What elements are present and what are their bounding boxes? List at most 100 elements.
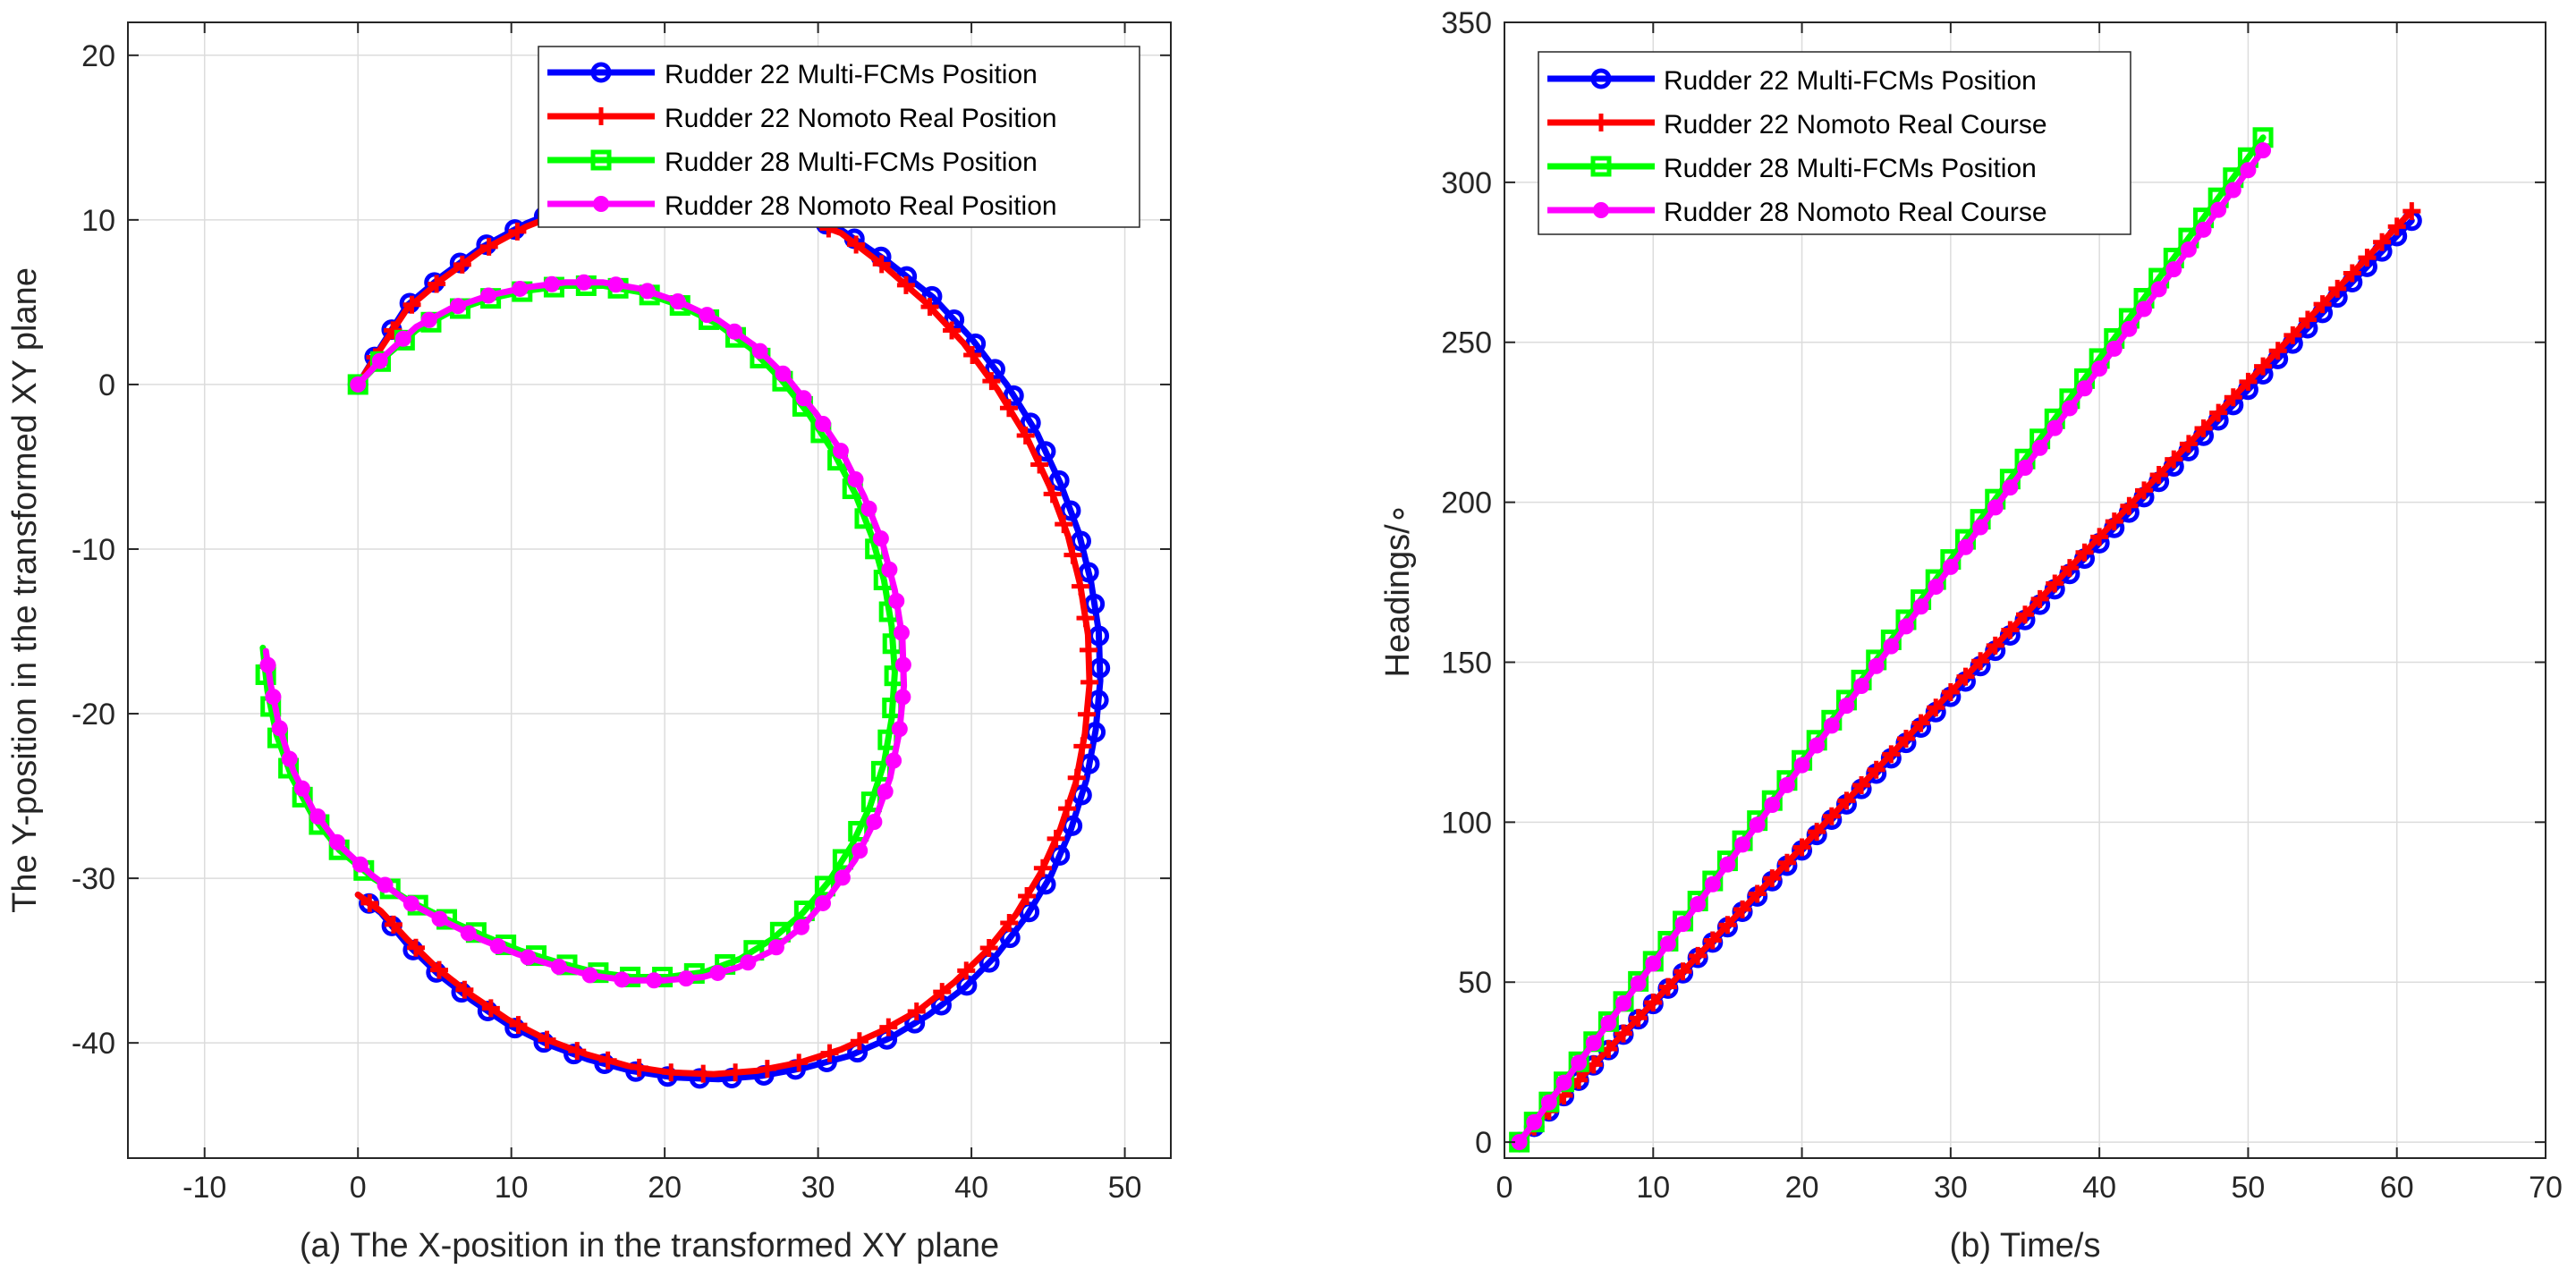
chart-a-series-1-marker-45	[933, 983, 952, 1002]
chart-a-series-1-marker-27	[1030, 455, 1049, 474]
chart-a-series-3-marker-49	[352, 856, 369, 873]
chart-a-series-3-marker-50	[328, 833, 345, 850]
chart-b-series-1-marker-9	[1644, 993, 1663, 1011]
chart-b-series-1-marker-22	[1837, 791, 1856, 810]
chart-a-series-1-marker-23	[963, 346, 982, 365]
chart-a-series-0-marker-25	[1003, 385, 1024, 406]
chart-a-series-1-marker-36	[1073, 737, 1092, 756]
chart-b-frame	[1504, 21, 2546, 1159]
chart-b-ytick-label-5: 250	[1441, 326, 1492, 360]
chart-b-series-3-marker-21	[1823, 717, 1840, 734]
chart-a-series-1-marker-3	[402, 295, 421, 314]
chart-b-ytick-label-1: 50	[1458, 966, 1492, 1000]
chart-a-xtick-label-5: 40	[954, 1171, 988, 1205]
chart-b-series-3-marker-25	[1883, 638, 1900, 655]
chart-b-legend-marker-3	[1593, 202, 1609, 218]
chart-a-series-1-marker-55	[630, 1058, 648, 1077]
chart-b-series-1-marker-45	[2179, 435, 2198, 453]
chart-a-series-1-marker-44	[957, 961, 976, 980]
chart-b-series-1-marker-26	[1896, 729, 1915, 748]
chart-b-series-3-marker-36	[2046, 419, 2063, 436]
chart-b-xtick-label-5: 50	[2232, 1171, 2266, 1205]
chart-a-series-3-marker-31	[852, 842, 869, 859]
chart-a-legend-marker-3	[593, 196, 609, 212]
chart-b-series-1-marker-43	[2149, 466, 2168, 485]
chart-a-legend-marker-0	[590, 62, 612, 83]
chart-b-series-3-marker-17	[1764, 797, 1781, 814]
chart-a-xtick-label-1: 0	[350, 1171, 367, 1205]
chart-b-legend-marker-1	[1592, 114, 1610, 131]
chart-a-series-1-marker-30	[1063, 546, 1082, 564]
chart-b-series-1-marker-24	[1867, 760, 1885, 779]
chart-b-series-3-marker-24	[1868, 657, 1885, 674]
chart-b-series-1-marker-48	[2224, 388, 2242, 407]
chart-b-ytick-label-4: 200	[1441, 486, 1492, 520]
chart-a-frame	[127, 21, 1172, 1159]
chart-a-xtick-label-4: 30	[801, 1171, 835, 1205]
chart-b-series-3-marker-48	[2224, 182, 2241, 199]
chart-b-series-1-marker-7	[1614, 1024, 1633, 1043]
chart-a-legend-label-3: Rudder 28 Nomoto Real Position	[665, 191, 1057, 221]
chart-a-series-1-marker-41	[1018, 886, 1037, 905]
chart-a-series-3-marker-53	[281, 750, 298, 767]
chart-a-series-3-marker-2	[394, 330, 411, 347]
chart-a-series-3-marker-10	[639, 283, 656, 300]
chart-a-ticks: -10 0 10 20 30 40 50 -40 -30 -20 -10 0 10 20	[72, 22, 1171, 1205]
chart-b-series-1-marker-16	[1748, 884, 1767, 903]
chart-b-series-3-marker-14	[1719, 856, 1736, 873]
chart-b-legend-items	[1547, 68, 1655, 218]
chart-a-series-1-marker-48	[850, 1032, 869, 1051]
chart-a-series-1-marker-6	[479, 237, 498, 256]
chart-a-series-1-marker-29	[1055, 515, 1073, 534]
chart-b-series-1-marker-30	[1956, 667, 1975, 686]
chart-a-series-1-marker-63	[406, 938, 425, 957]
chart-b-series-1-marker-28	[1927, 698, 1945, 717]
chart-a-series-3-marker-21	[872, 530, 889, 547]
chart-b-series-1-marker-41	[2120, 496, 2139, 515]
chart-a-series-3-marker-55	[265, 689, 282, 706]
chart-b-series-1-marker-18	[1777, 853, 1796, 872]
chart-b-series-1-marker-21	[1822, 807, 1841, 825]
chart-a-series-3-marker-1	[371, 352, 388, 369]
chart-b: 0 10 20 30 40 50 60 70 0 50 100 150 200 250 300 350 (b)…	[1379, 6, 2563, 1265]
chart-b-ytick-label-7: 350	[1441, 6, 1492, 40]
chart-b-legend-label-2: Rudder 28 Multi-FCMs Position	[1664, 154, 2037, 183]
chart-a-series-0-marker-27	[1035, 441, 1056, 462]
chart-b-series-3-marker-38	[2076, 380, 2093, 397]
chart-b-series-1-marker-53	[2298, 310, 2317, 329]
chart-b-series-3-marker-26	[1897, 618, 1914, 635]
chart-a-series-1-marker-18	[847, 235, 866, 254]
chart-b-series-1-marker-51	[2268, 342, 2287, 360]
chart-a-series-3-marker-27	[891, 721, 908, 738]
chart-b-series-3-marker-37	[2061, 400, 2078, 417]
chart-a-series-3-marker-9	[607, 276, 624, 293]
chart-a-series-3-marker-14	[751, 343, 768, 360]
chart-b-series-1-marker-55	[2328, 279, 2347, 298]
chart-a-series-1-marker-47	[879, 1018, 898, 1036]
chart-a-series-0-marker-31	[1078, 562, 1099, 583]
chart-b-series-3-marker-28	[1928, 579, 1945, 596]
chart-b-ticks: 0 10 20 30 40 50 60 70 0 50 100 150 200 250 300 350	[1441, 6, 2563, 1205]
chart-a-series-0-marker-26	[1020, 412, 1041, 434]
chart-b-series-1-marker-40	[2105, 512, 2123, 531]
chart-a-series-3-marker-39	[646, 972, 663, 989]
chart-a-series-1-marker-28	[1043, 485, 1062, 503]
chart-a-series-0-marker-32	[1084, 593, 1106, 614]
chart-b-series-3-marker-20	[1809, 737, 1826, 754]
chart-b-series-3-marker-35	[2031, 439, 2048, 456]
chart-b-series-1-marker-11	[1674, 962, 1692, 981]
chart-b-series-1-marker-36	[2046, 574, 2064, 593]
chart-b-xtick-label-4: 40	[2082, 1171, 2116, 1205]
chart-b-series-1-marker-32	[1986, 636, 2004, 655]
chart-b-series-1-marker-57	[2358, 249, 2377, 267]
chart-b-series-1-marker-10	[1658, 977, 1677, 996]
chart-b-series-1-marker-14	[1718, 916, 1737, 935]
chart-a-series-1-marker-37	[1067, 768, 1086, 787]
chart-b-series-3-marker-10	[1659, 935, 1676, 952]
chart-a-legend-label-0: Rudder 22 Multi-FCMs Position	[665, 60, 1038, 89]
chart-a-ytick-label-6: 20	[81, 39, 115, 73]
chart-a-series-1-marker-46	[907, 1003, 926, 1021]
chart-a-series-3-marker-6	[512, 280, 529, 297]
chart-b-series-3-marker-46	[2195, 221, 2212, 238]
chart-a-series-3-marker-33	[815, 894, 832, 911]
